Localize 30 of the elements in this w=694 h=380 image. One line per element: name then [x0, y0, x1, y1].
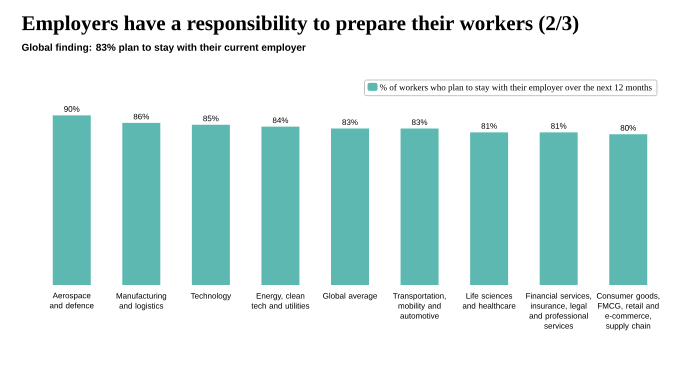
bar: [52, 115, 91, 285]
bar: [470, 132, 508, 285]
x-tick-label: Transportation, mobility and automotive: [392, 292, 446, 319]
x-tick-label: Aerospace and defence: [50, 292, 94, 308]
bar: [400, 128, 439, 285]
data-label: 90%: [64, 106, 80, 112]
data-label: 83%: [342, 119, 358, 126]
data-label: 86%: [134, 114, 150, 120]
bar: [540, 132, 578, 285]
legend-label: % of workers who plan to stay with their employer over the next 12 months: [380, 84, 652, 92]
data-label: 81%: [481, 123, 497, 129]
data-label: 81%: [551, 123, 566, 129]
data-label: 80%: [620, 125, 636, 131]
x-tick-label: Technology: [190, 292, 232, 300]
x-tick-label: Life sciences and healthcare: [462, 292, 516, 309]
chart-subtitle: Global finding: 83% plan to stay with their current employer: [22, 44, 306, 53]
bar: [192, 124, 230, 285]
bar: [331, 128, 369, 285]
x-tick-label: Global average: [323, 292, 377, 300]
chart-title: Employers have a responsibility to prepare their workers (2/3): [22, 16, 578, 35]
x-tick-label: Manufacturing and logistics: [116, 292, 166, 310]
x-tick-label: Financial services, insurance, legal and professional services: [526, 292, 592, 329]
x-tick-label: Energy, clean tech and utilities: [251, 292, 310, 309]
bar: [122, 122, 160, 285]
data-label: 84%: [272, 117, 288, 124]
x-tick-label: Consumer goods, FMCG, retail and e-commerce, supply chain: [596, 292, 660, 330]
bar: [261, 126, 300, 285]
data-label: 85%: [203, 116, 219, 122]
bar: [609, 134, 648, 285]
data-label: 83%: [412, 119, 428, 126]
